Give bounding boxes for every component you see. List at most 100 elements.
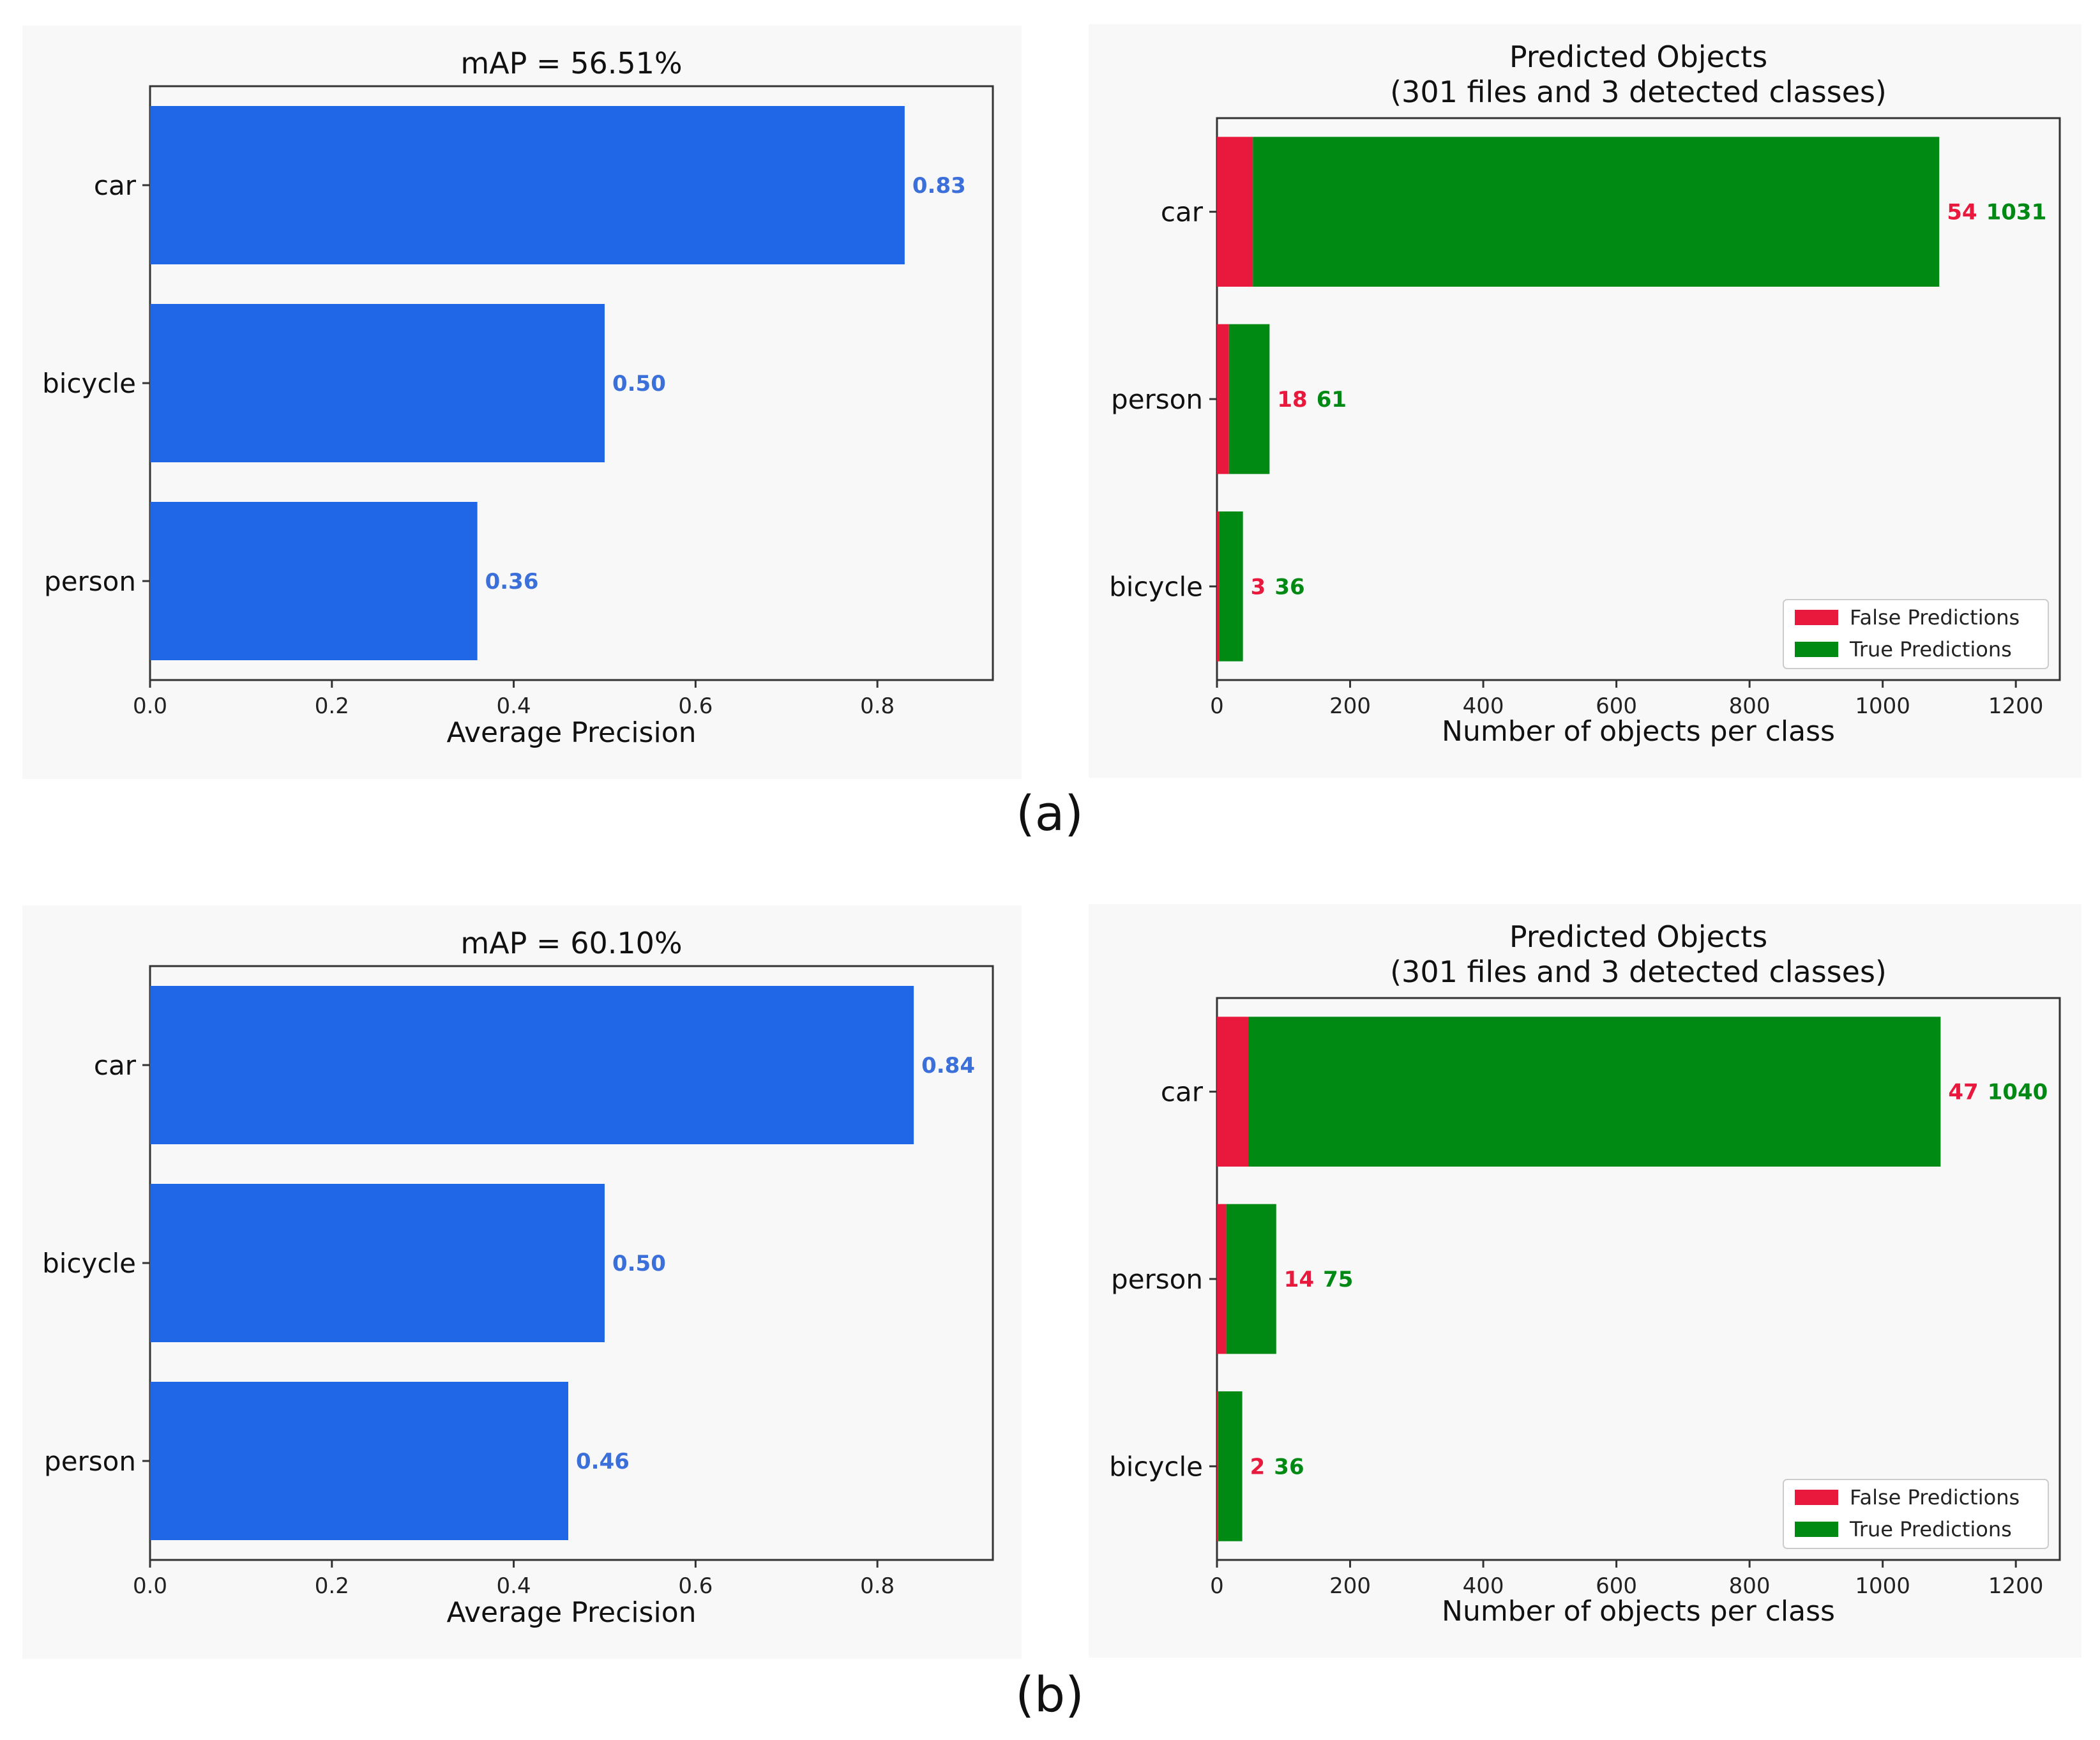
chart-1-ytick-label: bicycle (1109, 571, 1203, 602)
chart-3-ytick-label: person (1111, 1264, 1203, 1295)
chart-0-xtick-label: 0.4 (497, 693, 531, 719)
chart-1-ytick-label: person (1111, 384, 1203, 415)
chart-2-ytick-label: bicycle (42, 1248, 136, 1279)
chart-1-title: Predicted Objects (1509, 40, 1767, 74)
chart-3-xtick-label: 1200 (1988, 1573, 2044, 1599)
chart-1-subtitle: (301 files and 3 detected classes) (1390, 75, 1887, 109)
chart-3-true-count-person: 75 (1323, 1267, 1353, 1292)
chart-1-xtick-label: 400 (1463, 693, 1504, 719)
chart-0-xtick-label: 0.8 (860, 693, 895, 719)
chart-0-xtick-label: 0.2 (315, 693, 349, 719)
chart-1-xtick-label: 200 (1329, 693, 1371, 719)
chart-0-xlabel: Average Precision (447, 716, 697, 749)
chart-1-xtick-label: 1000 (1855, 693, 1910, 719)
chart-2-xtick-label: 0.6 (678, 1573, 713, 1599)
chart-1-true-count-bicycle: 36 (1274, 574, 1304, 600)
chart-1-legend-label: False Predictions (1850, 605, 2020, 630)
chart-3-xtick-label: 0 (1210, 1573, 1224, 1599)
chart-1-bar-true-bicycle (1219, 511, 1243, 662)
chart-3-legend-swatch (1795, 1490, 1838, 1505)
panel-label-a: (a) (1016, 785, 1084, 842)
chart-1: Predicted Objects(301 files and 3 detect… (1089, 24, 2081, 778)
chart-1-false-count-car: 54 (1947, 200, 1977, 225)
chart-2-xlabel: Average Precision (447, 1596, 697, 1629)
chart-3-legend-label: True Predictions (1849, 1517, 2012, 1541)
chart-3-value-label-bicycle: 2 36 (1250, 1454, 1304, 1479)
chart-0-bar-person (150, 502, 478, 660)
chart-0-value-label-bicycle: 0.50 (612, 371, 666, 397)
chart-1-bar-false-person (1217, 324, 1229, 474)
chart-1-xlabel: Number of objects per class (1442, 715, 1835, 748)
chart-1-xtick-label: 0 (1210, 693, 1224, 719)
chart-3-true-count-car: 1040 (1988, 1080, 2048, 1105)
chart-2-xtick-label: 0.2 (315, 1573, 349, 1599)
chart-3-xtick-label: 800 (1729, 1573, 1771, 1599)
chart-1-bar-true-car (1253, 137, 1940, 287)
chart-1-legend-swatch (1795, 642, 1838, 657)
chart-1-xtick-label: 800 (1729, 693, 1771, 719)
chart-2-xtick-label: 0.4 (497, 1573, 531, 1599)
chart-2-title: mAP = 60.10% (460, 926, 682, 960)
chart-2-value-label-car: 0.84 (921, 1053, 975, 1078)
chart-0-ytick-label: bicycle (42, 368, 136, 399)
chart-3-false-count-car: 47 (1948, 1080, 1978, 1105)
chart-2: mAP = 60.10% Average Precision 0.0 0.2 0.4 0.… (22, 905, 1022, 1659)
chart-3-value-label-car: 47 1040 (1948, 1080, 2048, 1105)
chart-3-value-label-person: 14 75 (1284, 1267, 1354, 1292)
chart-1-xtick-label: 1200 (1988, 693, 2044, 719)
chart-1-legend-box (1783, 599, 2049, 669)
chart-2-value-label-person: 0.46 (576, 1449, 630, 1474)
chart-3-ytick-label: car (1161, 1077, 1204, 1108)
chart-2-ytick-label: person (44, 1446, 136, 1477)
chart-1-false-count-bicycle: 3 (1251, 574, 1266, 600)
chart-3-false-count-bicycle: 2 (1250, 1454, 1265, 1479)
chart-3-legend-box (1783, 1479, 2049, 1549)
chart-0-bar-bicycle (150, 304, 605, 462)
chart-1-bar-false-car (1217, 137, 1253, 287)
chart-3-xtick-label: 200 (1329, 1573, 1371, 1599)
chart-1-legend: False Predictions True Predictions (1783, 599, 2049, 669)
chart-3-legend-swatch (1795, 1522, 1838, 1537)
chart-3-xtick-label: 1000 (1855, 1573, 1910, 1599)
chart-3-xtick-label: 600 (1596, 1573, 1637, 1599)
chart-3-bar-false-car (1217, 1017, 1249, 1167)
chart-0-ytick-label: person (44, 566, 136, 597)
chart-0-xtick-label: 0.6 (678, 693, 713, 719)
chart-2-bar-bicycle (150, 1184, 605, 1342)
chart-2-bar-car (150, 986, 914, 1144)
chart-0-value-label-person: 0.36 (485, 569, 539, 594)
chart-0-xtick-label: 0.0 (133, 693, 167, 719)
chart-2-bar-person (150, 1382, 569, 1540)
chart-1-value-label-person: 18 61 (1277, 387, 1347, 412)
chart-3-legend: False Predictions True Predictions (1783, 1479, 2049, 1549)
chart-1-legend-swatch (1795, 610, 1838, 625)
chart-3-bar-true-person (1226, 1204, 1276, 1354)
chart-1-ytick-label: car (1161, 197, 1204, 228)
chart-1-value-label-bicycle: 3 36 (1251, 574, 1305, 600)
chart-2-value-label-bicycle: 0.50 (612, 1251, 666, 1276)
chart-1-value-label-car: 54 1031 (1947, 200, 2046, 225)
chart-3-bar-true-car (1248, 1017, 1941, 1167)
chart-3-legend-label: False Predictions (1850, 1485, 2020, 1509)
chart-3-ytick-label: bicycle (1109, 1451, 1203, 1482)
chart-2-xtick-label: 0.0 (133, 1573, 167, 1599)
chart-1-false-count-person: 18 (1277, 387, 1307, 412)
chart-1-true-count-car: 1031 (1986, 200, 2047, 225)
chart-3: Predicted Objects(301 files and 3 detect… (1089, 904, 2081, 1658)
chart-3-title: Predicted Objects (1509, 919, 1767, 954)
panel-label-b: (b) (1015, 1666, 1084, 1723)
chart-3-bar-false-bicycle (1217, 1391, 1219, 1541)
chart-1-bar-false-bicycle (1217, 511, 1220, 662)
chart-1-true-count-person: 61 (1317, 387, 1347, 412)
chart-0-title: mAP = 56.51% (460, 46, 682, 80)
chart-3-xlabel: Number of objects per class (1442, 1595, 1835, 1628)
chart-1-bar-true-person (1228, 324, 1270, 474)
chart-3-bar-true-bicycle (1218, 1391, 1243, 1541)
chart-0-bar-car (150, 106, 905, 264)
chart-0-ytick-label: car (94, 170, 137, 201)
chart-3-true-count-bicycle: 36 (1274, 1454, 1304, 1479)
chart-3-false-count-person: 14 (1284, 1267, 1314, 1292)
chart-3-bar-false-person (1217, 1204, 1227, 1354)
chart-3-xtick-label: 400 (1463, 1573, 1504, 1599)
